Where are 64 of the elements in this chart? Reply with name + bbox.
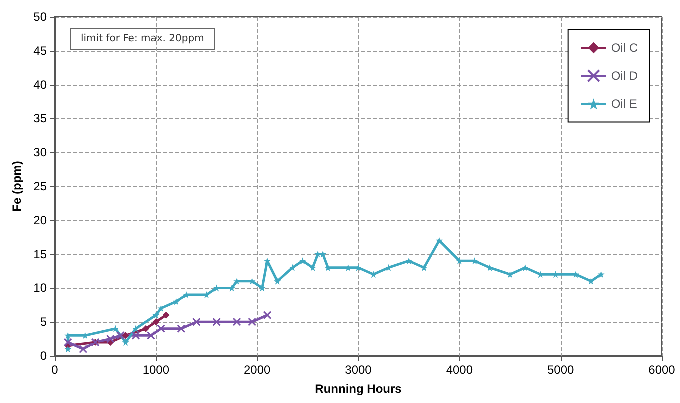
x-tick-label: 1000 (142, 363, 170, 377)
x-tick-label: 5000 (547, 363, 575, 377)
point (156, 324, 166, 334)
y-tick-label: 10 (34, 281, 48, 296)
point (122, 332, 130, 340)
point (370, 271, 378, 278)
point (64, 338, 72, 347)
x-tick-label: 4000 (446, 363, 474, 377)
point (232, 318, 242, 326)
point (299, 258, 306, 265)
point (158, 305, 165, 312)
point (406, 258, 413, 265)
point (192, 318, 201, 326)
point (212, 318, 222, 326)
point (142, 325, 150, 332)
point (572, 271, 580, 278)
point (146, 331, 156, 340)
point (598, 271, 605, 278)
point (320, 250, 327, 258)
x-tick-label: 0 (52, 363, 59, 377)
point (64, 346, 72, 353)
point (588, 278, 595, 285)
point (116, 331, 126, 340)
point (355, 264, 362, 272)
y-tick-label: 5 (40, 315, 48, 330)
x-axis-title: Running Hours (315, 382, 402, 396)
point (486, 264, 494, 272)
y-tick-label: 25 (34, 180, 48, 194)
y-tick-label: 30 (34, 146, 48, 160)
y-tick-label: 20 (34, 213, 48, 228)
legend-label: Oil D (611, 69, 638, 84)
point (309, 264, 316, 272)
y-tick-label: 35 (34, 112, 48, 126)
point (162, 312, 170, 319)
point (228, 284, 236, 292)
y-tick-label: 45 (34, 44, 48, 58)
x-tick-label: 2000 (244, 363, 272, 377)
point (172, 298, 180, 306)
y-axis-title: Fe (ppm) (10, 161, 24, 212)
point (263, 311, 272, 320)
point (248, 318, 257, 326)
point (122, 338, 130, 346)
legend-label: Oil C (611, 41, 638, 55)
point (132, 331, 140, 340)
point (436, 237, 443, 244)
y-tick-label: 50 (34, 10, 48, 24)
point (112, 325, 120, 332)
point (152, 318, 160, 326)
point (274, 278, 282, 285)
legend-label: Oil E (611, 97, 638, 112)
point (132, 325, 140, 332)
point (106, 334, 115, 344)
point (289, 264, 296, 272)
y-tick-label: 40 (34, 78, 48, 92)
point (177, 324, 186, 334)
y-tick-label: 0 (40, 349, 48, 363)
x-tick-label: 3000 (345, 363, 372, 377)
point (264, 258, 271, 265)
point (522, 264, 529, 272)
y-tick-label: 15 (34, 247, 48, 262)
point (79, 344, 88, 354)
x-tick-label: 6000 (648, 363, 676, 377)
annotation: limit for Fe: max. 20ppm (81, 34, 204, 44)
point (152, 312, 160, 319)
